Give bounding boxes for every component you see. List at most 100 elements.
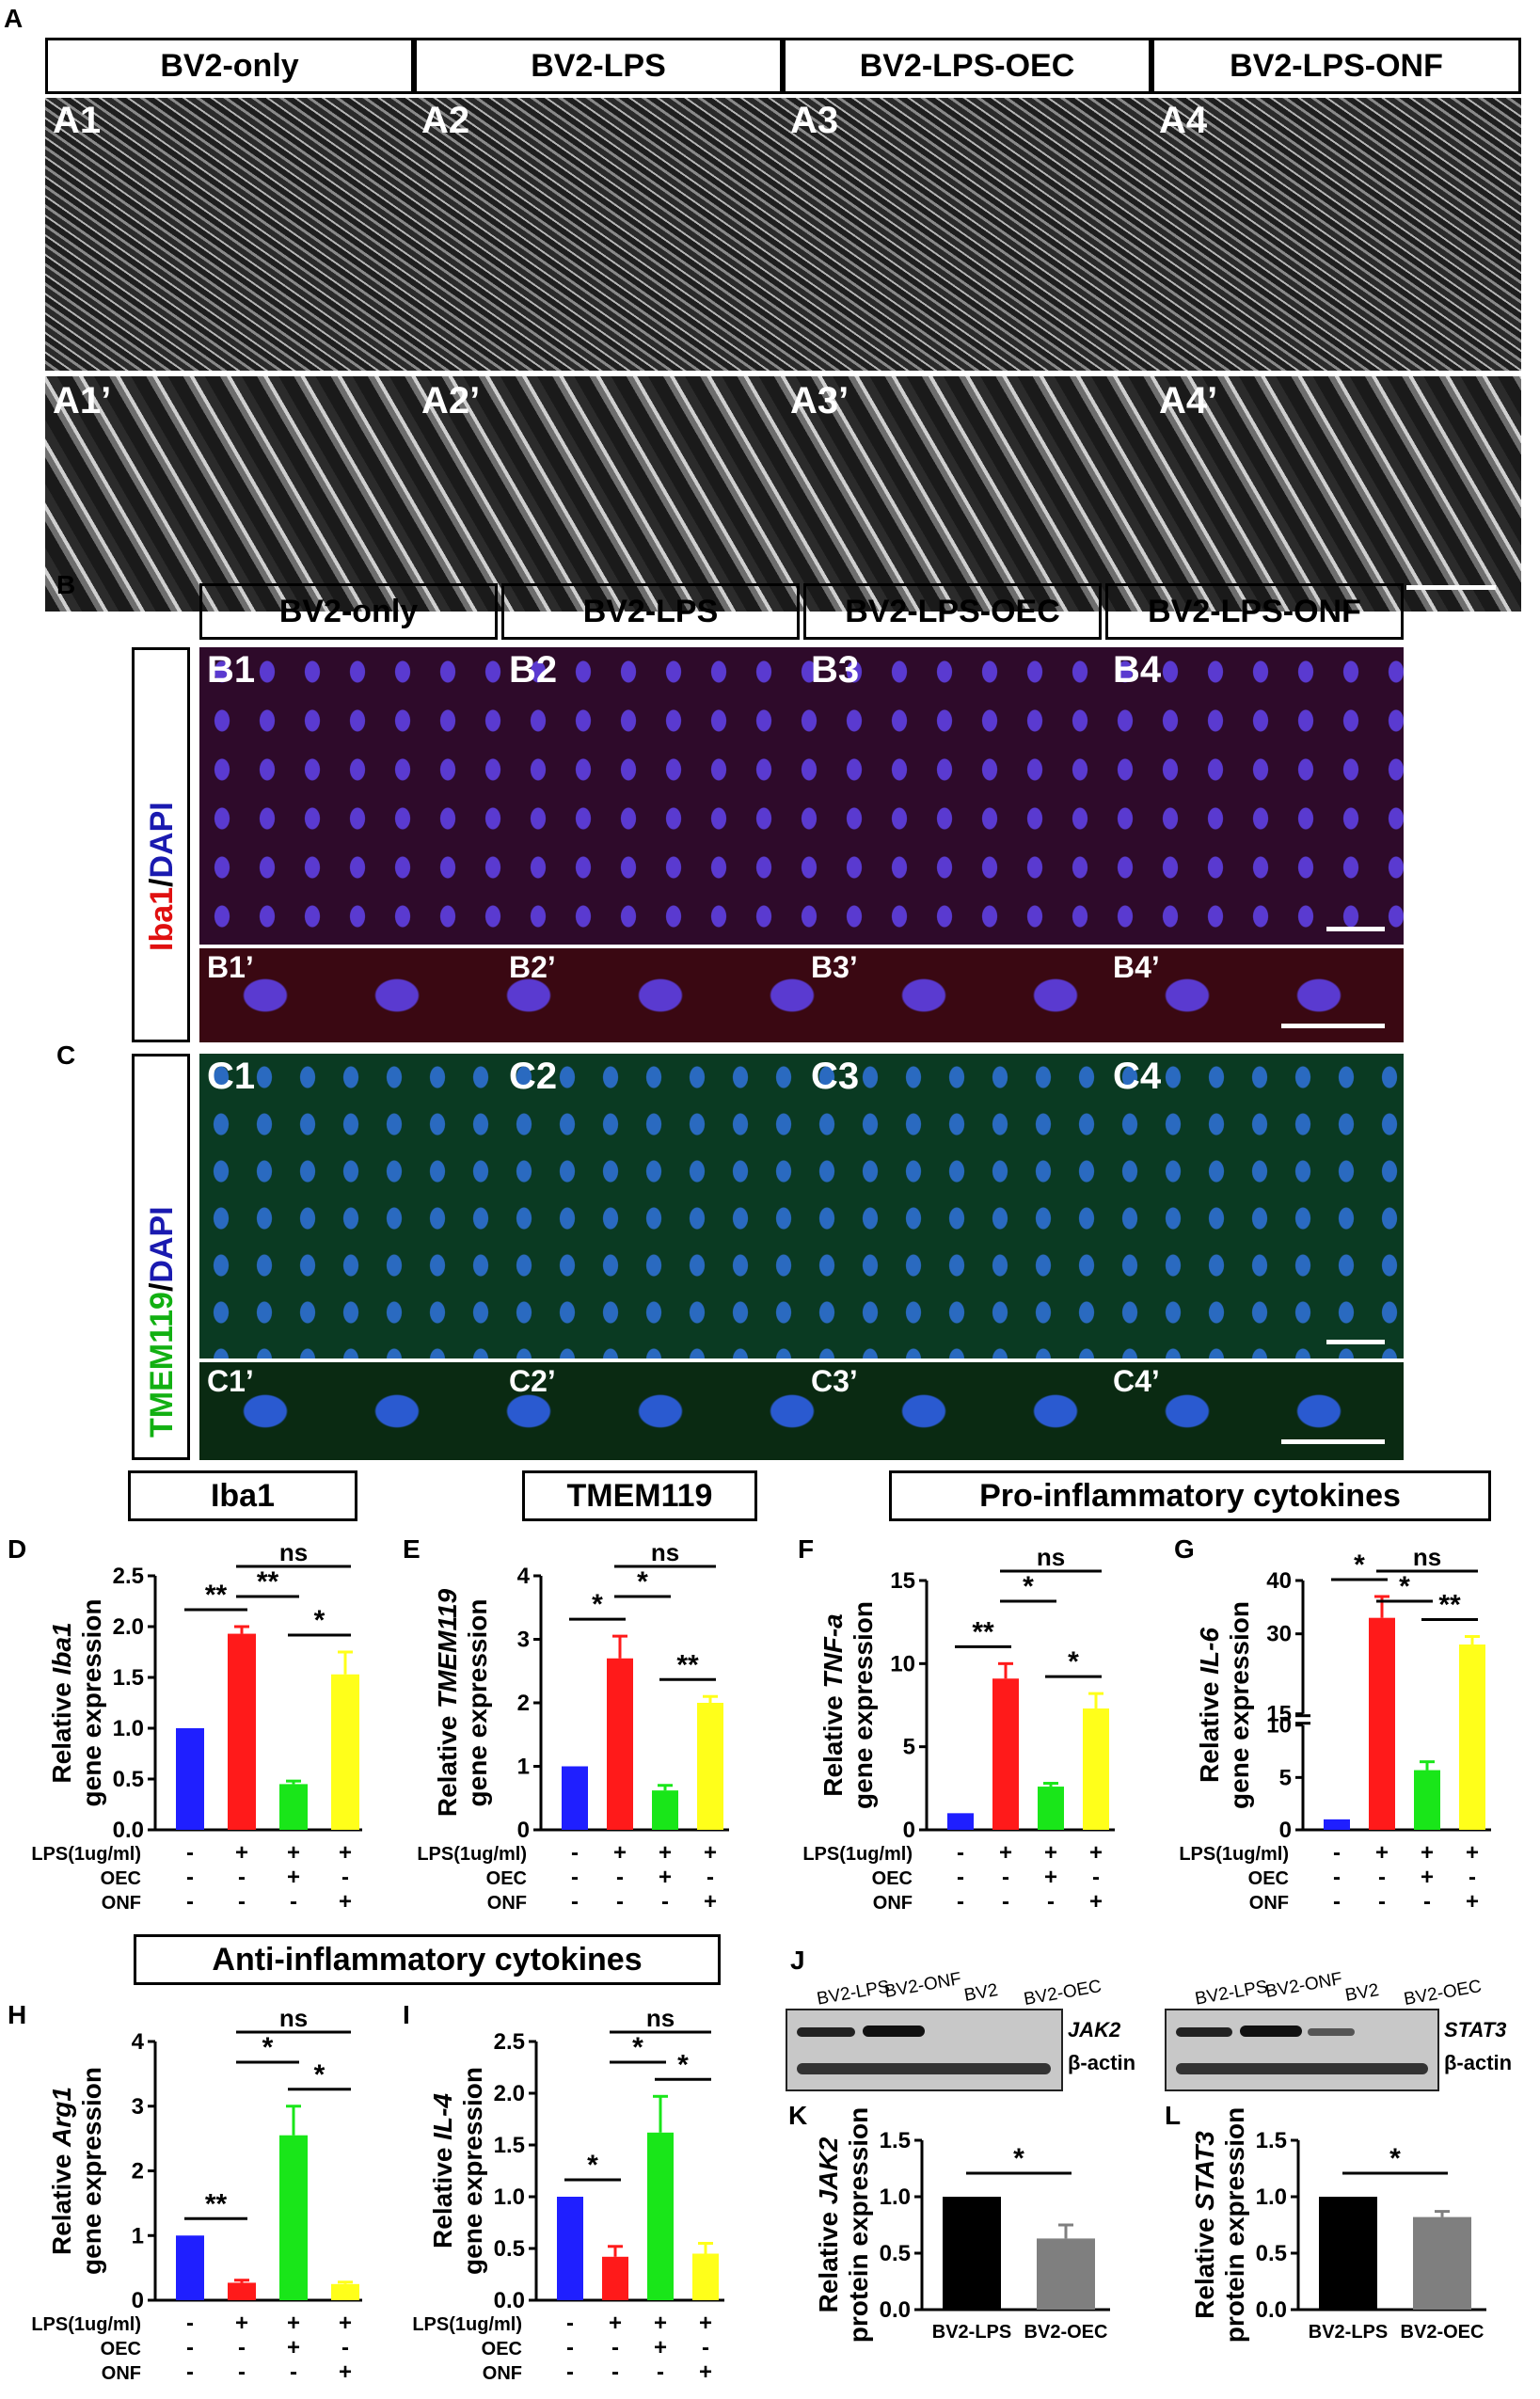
band — [863, 2026, 925, 2037]
bar-i-2 — [647, 2132, 674, 2300]
y-tick-label: 3 — [132, 2094, 144, 2120]
y-tick-label: 2.0 — [113, 1614, 144, 1640]
condition-sign: - — [566, 2335, 574, 2360]
label-a1-prime: A1’ — [53, 380, 112, 421]
significance-label: * — [587, 2150, 598, 2181]
bar-e-0 — [562, 1766, 588, 1830]
y-tick-label: 0 — [132, 2288, 144, 2313]
y-tick-label: 1.5 — [880, 2128, 911, 2153]
y-tick-label: 1.0 — [113, 1716, 144, 1741]
stain-label-c: TMEM119/DAPI — [144, 1206, 180, 1438]
label-b4-prime: B4’ — [1113, 950, 1160, 984]
condition-sign: + — [287, 1840, 300, 1866]
condition-label: ONF — [102, 2363, 141, 2384]
condition-sign: - — [186, 1840, 194, 1866]
bar-k-0 — [943, 2197, 1001, 2310]
bar-k-1 — [1037, 2238, 1095, 2310]
condition-sign: - — [706, 1865, 714, 1890]
condition-sign: + — [1044, 1840, 1057, 1866]
loading-control-left: β-actin — [1068, 2051, 1136, 2074]
y-tick-label: 15 — [890, 1568, 915, 1594]
significance-label: * — [632, 2032, 643, 2063]
condition-sign: - — [661, 1889, 669, 1914]
condition-sign: - — [341, 1865, 349, 1890]
y-axis-label-line2: gene expression — [1225, 1601, 1254, 1809]
panel-label-h: H — [8, 2000, 26, 2029]
y-tick-label: 1 — [517, 1755, 530, 1780]
condition-label: ONF — [102, 1893, 141, 1914]
condition-sign: - — [238, 2335, 246, 2360]
y-tick-label: 0.0 — [880, 2297, 911, 2323]
condition-label: LPS(1ug/ml) — [31, 2314, 141, 2335]
y-tick-label: 2.0 — [494, 2081, 525, 2106]
tmem119-zoom-row — [199, 1362, 1404, 1460]
condition-label: OEC — [486, 1868, 527, 1889]
phase-contrast-zoom-row — [45, 376, 1521, 612]
condition-sign: - — [1333, 1865, 1341, 1890]
y-axis-label-line2: gene expression — [77, 1599, 106, 1807]
label-a1: A1 — [53, 100, 102, 141]
condition-label: LPS(1ug/ml) — [1179, 1844, 1289, 1865]
bar-d-3 — [331, 1674, 359, 1830]
scale-bar — [1281, 1439, 1385, 1444]
section-title-tmem119: TMEM119 — [522, 1470, 757, 1521]
panel-label-g: G — [1174, 1534, 1195, 1564]
y-tick-label: 10 — [890, 1651, 915, 1676]
label-c2: C2 — [509, 1056, 558, 1097]
bar-e-2 — [652, 1790, 678, 1830]
significance-label: * — [1389, 2143, 1401, 2174]
y-tick-label: 3 — [517, 1628, 530, 1653]
label-c1-prime: C1’ — [207, 1364, 254, 1398]
condition-sign: + — [287, 2311, 300, 2336]
condition-sign: + — [1421, 1840, 1434, 1866]
condition-sign: + — [339, 1889, 352, 1914]
y-tick-label: 0 — [1279, 1818, 1292, 1843]
significance-label: ns — [1037, 1543, 1065, 1571]
y-tick-label: 15 — [1266, 1702, 1292, 1727]
band — [797, 2063, 1051, 2074]
significance-label: ** — [972, 1616, 994, 1647]
header-b-bv2-lps-oec: BV2-LPS-OEC — [803, 583, 1102, 640]
condition-sign: - — [571, 1865, 579, 1890]
condition-sign: + — [699, 2359, 712, 2385]
condition-label: OEC — [101, 1868, 141, 1889]
bar-f-1 — [992, 1678, 1019, 1830]
condition-sign: - — [186, 1889, 194, 1914]
section-title-pro-inflammatory: Pro-inflammatory cytokines — [889, 1470, 1491, 1521]
condition-sign: - — [571, 1840, 579, 1866]
condition-label: LPS(1ug/ml) — [412, 2314, 522, 2335]
y-tick-label: 1.0 — [1256, 2185, 1287, 2210]
y-tick-label: 30 — [1266, 1622, 1292, 1647]
band — [1240, 2026, 1302, 2037]
bar-d-0 — [176, 1728, 204, 1830]
condition-sign: - — [238, 1889, 246, 1914]
scale-bar — [1281, 1024, 1385, 1028]
band — [1176, 2027, 1232, 2037]
condition-label: OEC — [872, 1868, 913, 1889]
y-tick-label: 0 — [517, 1818, 530, 1843]
condition-sign: - — [616, 1889, 624, 1914]
bar-i-0 — [557, 2197, 583, 2300]
bar-f-3 — [1083, 1708, 1109, 1830]
condition-sign: - — [1423, 1889, 1431, 1914]
condition-sign: - — [566, 2311, 574, 2336]
y-axis-label: Relative TMEM119 — [433, 1588, 462, 1817]
western-blot-stat3 — [1165, 2009, 1439, 2091]
condition-sign: + — [339, 2311, 352, 2336]
condition-sign: + — [659, 1840, 672, 1866]
label-a2: A2 — [421, 100, 470, 141]
lane-j-right-4: BV2-OEC — [1402, 1976, 1484, 2010]
label-b1-prime: B1’ — [207, 950, 254, 984]
y-tick-label: 0.5 — [880, 2241, 911, 2266]
panel-label-l: L — [1165, 2101, 1181, 2130]
bar-i-3 — [692, 2253, 719, 2300]
lane-j-right-1: BV2-LPS — [1193, 1977, 1270, 2010]
y-tick-label: 0.0 — [1256, 2297, 1287, 2323]
label-c4: C4 — [1113, 1056, 1162, 1097]
y-tick-label: 1.0 — [880, 2185, 911, 2210]
condition-sign: - — [238, 2359, 246, 2385]
y-tick-label: 0.0 — [494, 2288, 525, 2313]
tmem119-overview-row — [199, 1054, 1404, 1358]
scale-bar — [1406, 585, 1496, 590]
label-c3-prime: C3’ — [811, 1364, 858, 1398]
